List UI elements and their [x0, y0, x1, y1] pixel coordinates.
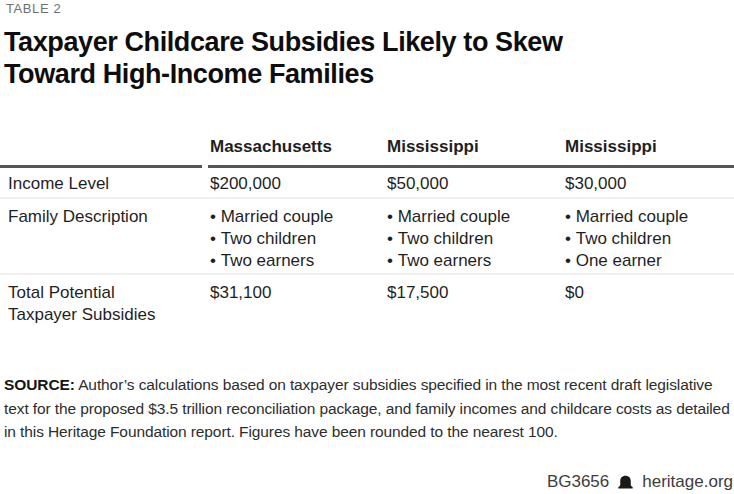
header-rule-left-segment: [0, 165, 202, 168]
heritage-bell-icon: [617, 475, 634, 490]
bullet-item: Two earners: [387, 250, 565, 272]
bullet-item: Two children: [387, 228, 565, 250]
subsidy-value-mississippi-1: $17,500: [387, 282, 565, 326]
header-rule: [0, 165, 734, 168]
bullet-item: Two children: [565, 228, 734, 250]
table-number-label: TABLE 2: [6, 1, 61, 16]
column-header-mississippi-1: Mississippi: [387, 137, 565, 157]
bullet-item: Married couple: [565, 206, 734, 228]
row-label-family-description: Family Description: [0, 206, 210, 272]
income-value-mississippi-2: $30,000: [565, 174, 734, 194]
subsidy-value-mississippi-2: $0: [565, 282, 734, 326]
family-list-massachusetts: Married couple Two children Two earners: [210, 206, 387, 272]
table-row-family-description: Family Description Married couple Two ch…: [0, 199, 734, 275]
column-header-mississippi-2: Mississippi: [565, 137, 734, 157]
income-value-mississippi-1: $50,000: [387, 174, 565, 194]
column-header-massachusetts: Massachusetts: [210, 137, 387, 157]
report-table-figure: TABLE 2 Taxpayer Childcare Subsidies Lik…: [0, 0, 734, 494]
heritage-site-link[interactable]: heritage.org: [642, 472, 733, 492]
column-header-empty: [0, 137, 210, 157]
table-row-total-subsidies: Total Potential Taxpayer Subsidies $31,1…: [0, 275, 734, 330]
document-id: BG3656: [547, 472, 609, 492]
bullet-item: Married couple: [387, 206, 565, 228]
family-list-mississippi-1: Married couple Two children Two earners: [387, 206, 565, 272]
page-title-line-2: Toward High-Income Families: [4, 58, 563, 90]
header-rule-right-segment: [208, 165, 734, 168]
bullet-item: Two earners: [210, 250, 387, 272]
row-label-total-line-1: Total Potential: [8, 282, 210, 304]
page-title: Taxpayer Childcare Subsidies Likely to S…: [4, 26, 563, 90]
source-label: SOURCE:: [4, 376, 75, 393]
page-title-line-1: Taxpayer Childcare Subsidies Likely to S…: [4, 26, 563, 58]
family-list-mississippi-2: Married couple Two children One earner: [565, 206, 734, 272]
bullet-item: One earner: [565, 250, 734, 272]
income-value-massachusetts: $200,000: [210, 174, 387, 194]
bullet-item: Two children: [210, 228, 387, 250]
source-text: Author’s calculations based on taxpayer …: [4, 376, 730, 440]
row-label-total-subsidies: Total Potential Taxpayer Subsidies: [0, 282, 210, 326]
source-note: SOURCE: Author’s calculations based on t…: [4, 373, 732, 444]
subsidies-table: Massachusetts Mississippi Mississippi In…: [0, 136, 734, 330]
table-row-income-level: Income Level $200,000 $50,000 $30,000: [0, 168, 734, 199]
row-label-total-line-2: Taxpayer Subsidies: [8, 304, 210, 326]
row-label-income-level: Income Level: [0, 174, 210, 194]
footer: BG3656 heritage.org: [547, 472, 733, 492]
table-header-row: Massachusetts Mississippi Mississippi: [0, 136, 734, 165]
bullet-item: Married couple: [210, 206, 387, 228]
subsidy-value-massachusetts: $31,100: [210, 282, 387, 326]
